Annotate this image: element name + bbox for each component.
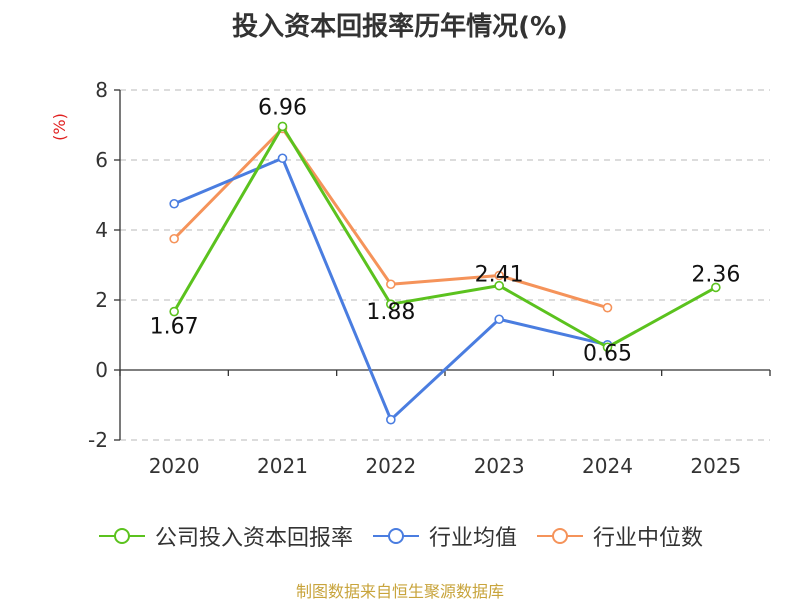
data-point [169, 306, 179, 317]
y-axis-label: (%) [50, 113, 69, 141]
axes: 8 6 4 2 0 -2 2020 2021 2022 2023 2024 2025 (%) [50, 78, 771, 478]
series-lines [169, 121, 721, 425]
data-label: 6.96 [258, 95, 307, 120]
y-tick-label: -2 [88, 428, 108, 452]
x-tick-label: 2021 [257, 454, 308, 478]
x-tick-label: 2024 [582, 454, 633, 478]
x-tick-label: 2022 [365, 454, 416, 478]
data-point [277, 153, 288, 164]
grid-lines [120, 89, 770, 441]
x-tick-label: 2020 [149, 454, 200, 478]
data-point [494, 270, 504, 281]
x-tick-label: 2023 [474, 454, 525, 478]
data-point [386, 299, 396, 310]
data-point [494, 314, 504, 325]
data-label: 2.41 [475, 263, 524, 288]
legend-label: 行业中位数 [593, 526, 704, 551]
y-tick-label: 0 [95, 358, 108, 382]
legend-item-industry-median[interactable]: 行业中位数 [535, 520, 703, 552]
data-labels: 1.67 6.96 1.88 2.41 0.65 2.36 [150, 95, 741, 366]
data-label: 1.67 [150, 315, 199, 340]
chart-title: 投入资本回报率历年情况(%) [232, 12, 568, 42]
data-point [386, 279, 396, 290]
legend-line-marker-icon [97, 526, 147, 546]
y-tick-label: 6 [95, 148, 108, 172]
legend-line-marker-icon [371, 526, 421, 546]
y-tick-label: 4 [95, 218, 108, 242]
data-point [277, 121, 288, 132]
data-label: 2.36 [691, 262, 740, 287]
data-point [494, 280, 504, 291]
data-label: 0.65 [583, 341, 632, 366]
data-label: 1.88 [366, 300, 415, 325]
legend-item-company[interactable]: 公司投入资本回报率 [97, 520, 353, 552]
data-point [169, 233, 179, 244]
data-point [169, 198, 179, 209]
legend: 公司投入资本回报率 行业均值 行业中位数 [0, 520, 800, 552]
y-tick-label: 2 [95, 288, 108, 312]
data-point [602, 302, 613, 313]
y-tick-label: 8 [95, 78, 108, 102]
legend-line-marker-icon [535, 526, 585, 546]
legend-label: 公司投入资本回报率 [154, 526, 353, 551]
series-line [172, 124, 717, 349]
data-point [386, 414, 396, 425]
data-point [602, 342, 613, 353]
source-note: 制图数据来自恒生聚源数据库 [295, 582, 504, 601]
legend-item-industry-mean[interactable]: 行业均值 [371, 520, 517, 552]
data-point [711, 282, 721, 293]
legend-label: 行业均值 [428, 526, 517, 551]
x-tick-label: 2025 [690, 454, 741, 478]
